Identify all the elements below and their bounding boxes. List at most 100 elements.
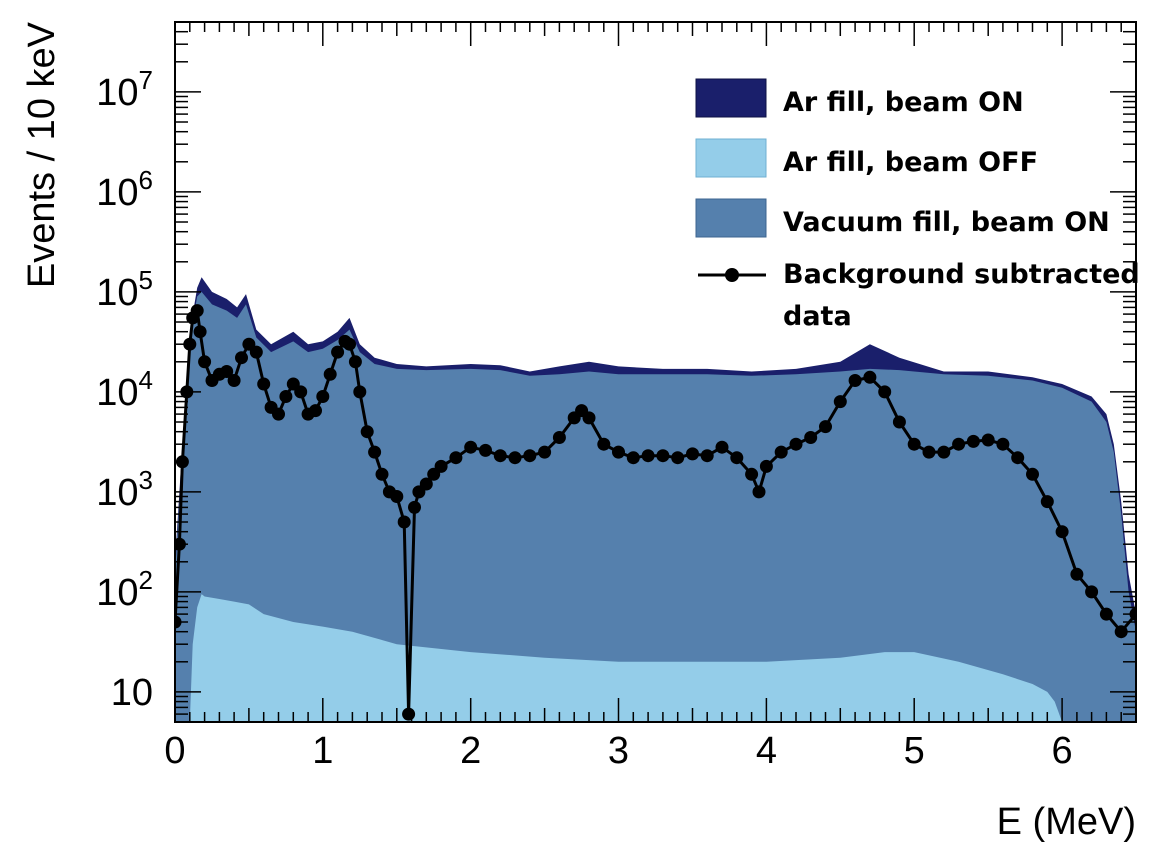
legend: Ar fill, beam ON Ar fill, beam OFF Vacuu… bbox=[695, 78, 1140, 332]
point-background-subtracted-data bbox=[193, 325, 207, 339]
point-background-subtracted-data bbox=[183, 337, 197, 351]
point-background-subtracted-data bbox=[626, 451, 640, 465]
x-tick-label: 5 bbox=[904, 730, 925, 772]
point-background-subtracted-data bbox=[227, 374, 241, 387]
point-background-subtracted-data bbox=[1026, 467, 1039, 481]
point-background-subtracted-data bbox=[408, 500, 421, 514]
x-tick-label: 2 bbox=[460, 730, 481, 772]
point-background-subtracted-data bbox=[508, 451, 522, 465]
legend-swatch-vacuum-beam-on bbox=[695, 198, 767, 238]
point-background-subtracted-data bbox=[402, 707, 416, 721]
point-background-subtracted-data bbox=[348, 355, 362, 369]
point-background-subtracted-data bbox=[294, 385, 308, 399]
point-background-subtracted-data bbox=[1099, 607, 1113, 621]
point-background-subtracted-data bbox=[863, 370, 877, 384]
point-background-subtracted-data bbox=[309, 404, 322, 418]
point-background-subtracted-data bbox=[752, 485, 766, 499]
point-background-subtracted-data bbox=[671, 451, 685, 465]
point-background-subtracted-data bbox=[996, 437, 1010, 451]
point-background-subtracted-data bbox=[774, 445, 788, 459]
y-axis-title: Events / 10 keV bbox=[21, 21, 63, 288]
plot-frame bbox=[174, 21, 1137, 723]
point-background-subtracted-data bbox=[730, 451, 744, 465]
y-tick-label: 103 bbox=[96, 465, 153, 514]
point-background-subtracted-data bbox=[715, 440, 729, 454]
point-background-subtracted-data bbox=[279, 390, 293, 403]
point-background-subtracted-data bbox=[464, 440, 478, 454]
point-background-subtracted-data bbox=[1085, 585, 1099, 599]
y-tick-label: 104 bbox=[96, 365, 153, 414]
point-background-subtracted-data bbox=[641, 449, 655, 463]
point-background-subtracted-data bbox=[493, 449, 507, 463]
point-background-subtracted-data bbox=[390, 490, 404, 503]
point-background-subtracted-data bbox=[235, 351, 248, 365]
point-background-subtracted-data bbox=[272, 407, 285, 421]
point-background-subtracted-data bbox=[434, 459, 448, 473]
point-background-subtracted-data bbox=[343, 337, 356, 351]
point-background-subtracted-data bbox=[523, 449, 537, 463]
point-background-subtracted-data bbox=[198, 355, 212, 369]
point-background-subtracted-data bbox=[360, 425, 374, 439]
legend-label-ar-beam-on: Ar fill, beam ON bbox=[783, 87, 1024, 118]
point-background-subtracted-data bbox=[1070, 567, 1084, 581]
point-background-subtracted-data bbox=[952, 437, 966, 451]
x-tick-label: 1 bbox=[312, 730, 333, 772]
point-background-subtracted-data bbox=[375, 467, 389, 481]
point-background-subtracted-data bbox=[981, 433, 995, 447]
point-background-subtracted-data bbox=[700, 449, 714, 463]
point-background-subtracted-data bbox=[656, 449, 670, 463]
point-background-subtracted-data bbox=[449, 451, 463, 465]
point-background-subtracted-data bbox=[612, 445, 625, 459]
y-tick-label: 106 bbox=[96, 165, 153, 214]
point-background-subtracted-data bbox=[686, 447, 699, 461]
point-background-subtracted-data bbox=[819, 420, 832, 434]
x-tick-label: 0 bbox=[164, 730, 185, 772]
legend-swatch-ar-beam-on bbox=[695, 78, 767, 118]
y-tick-label: 107 bbox=[96, 65, 153, 114]
x-axis-title: E (MeV) bbox=[997, 801, 1136, 843]
legend-label-ar-beam-off: Ar fill, beam OFF bbox=[783, 147, 1038, 178]
point-background-subtracted-data bbox=[249, 345, 263, 359]
legend-swatch-ar-beam-off bbox=[695, 138, 767, 178]
point-background-subtracted-data bbox=[804, 431, 818, 444]
x-tick-label: 4 bbox=[756, 730, 777, 772]
point-background-subtracted-data bbox=[833, 395, 847, 409]
point-background-subtracted-data bbox=[368, 445, 382, 459]
point-background-subtracted-data bbox=[789, 437, 803, 451]
plot-area bbox=[175, 277, 1136, 722]
area-vacuum-fill-beam-on bbox=[175, 291, 1136, 722]
legend-marker-data bbox=[725, 268, 739, 282]
point-background-subtracted-data bbox=[922, 445, 936, 459]
x-tick-label: 3 bbox=[608, 730, 629, 772]
point-background-subtracted-data bbox=[582, 411, 596, 425]
point-background-subtracted-data bbox=[397, 515, 411, 529]
legend-label-data-line2: data bbox=[783, 301, 852, 332]
x-tick-label: 6 bbox=[1052, 730, 1073, 772]
point-background-subtracted-data bbox=[848, 374, 862, 387]
point-background-subtracted-data bbox=[479, 443, 492, 457]
point-background-subtracted-data bbox=[937, 445, 951, 459]
point-background-subtracted-data bbox=[597, 437, 611, 451]
point-background-subtracted-data bbox=[220, 365, 234, 378]
point-background-subtracted-data bbox=[316, 390, 330, 403]
point-background-subtracted-data bbox=[966, 434, 980, 448]
point-background-subtracted-data bbox=[331, 345, 345, 359]
point-background-subtracted-data bbox=[1055, 525, 1069, 539]
point-background-subtracted-data bbox=[892, 415, 906, 429]
point-background-subtracted-data bbox=[1114, 625, 1128, 639]
point-background-subtracted-data bbox=[257, 377, 271, 391]
point-background-subtracted-data bbox=[552, 431, 566, 444]
point-background-subtracted-data bbox=[323, 367, 337, 381]
y-tick-label: 105 bbox=[96, 265, 153, 314]
point-background-subtracted-data bbox=[538, 445, 552, 459]
axes: 0 1 2 3 4 5 6 10 102 103 104 105 106 107 bbox=[96, 21, 1137, 772]
point-background-subtracted-data bbox=[1040, 495, 1054, 509]
point-background-subtracted-data bbox=[745, 467, 759, 481]
point-background-subtracted-data bbox=[907, 437, 921, 451]
point-background-subtracted-data bbox=[878, 385, 892, 399]
point-background-subtracted-data bbox=[759, 459, 773, 473]
point-background-subtracted-data bbox=[190, 304, 204, 318]
legend-label-vacuum-beam-on: Vacuum fill, beam ON bbox=[783, 207, 1110, 238]
y-tick-label: 10 bbox=[111, 672, 153, 714]
